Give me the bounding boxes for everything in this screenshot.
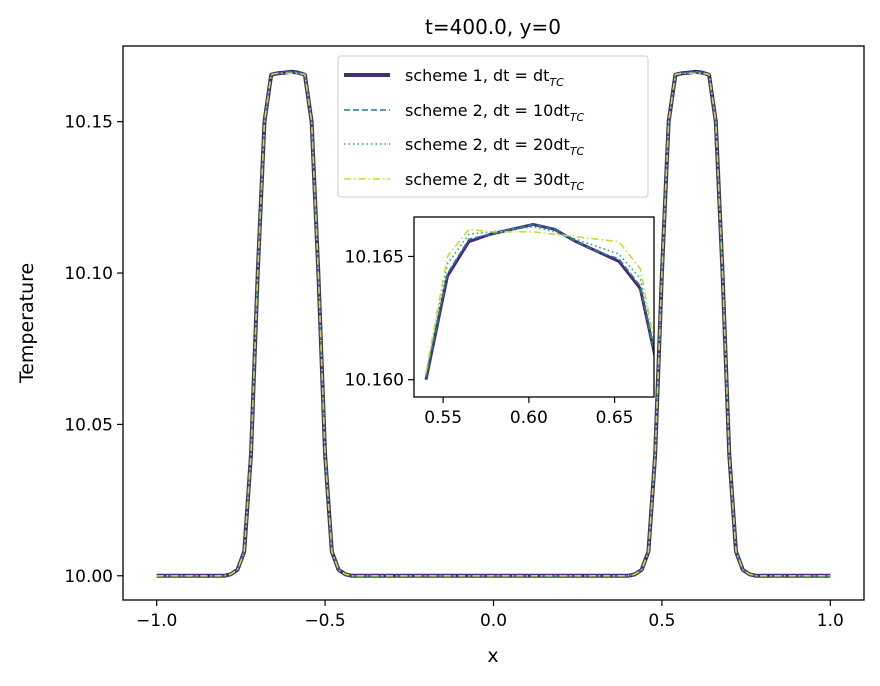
inset-ticks: 0.55 0.60 0.65 10.160 10.165 [345,247,634,428]
inset-x-tick-label: 0.55 [424,408,462,428]
main-axes-frame [122,45,865,601]
legend-label-scheme1: scheme 1, dt = dtTC [405,66,564,89]
legend-label-scheme2-30: scheme 2, dt = 30dtTC [405,170,585,193]
main-plot-area [156,69,831,578]
main-ticks: −1.0 −0.5 0.0 0.5 1.0 10.00 10.05 10.10 10.15 [64,113,844,631]
inset-x-tick-label: 0.65 [596,408,634,428]
y-tick-label: 10.10 [64,264,113,284]
legend-box [337,55,649,198]
inset-series-line-2 [425,223,654,378]
inset-y-tick-label: 10.160 [345,371,404,391]
y-axis-label: Temperature [16,263,38,384]
inset-axes: 0.55 0.60 0.65 10.160 10.165 [345,216,655,428]
y-tick-label: 10.00 [64,567,113,587]
inset-series-line-4 [425,228,654,373]
y-tick-label: 10.05 [64,415,113,435]
inset-plot-area [424,222,654,381]
series-line-4 [156,72,831,577]
x-tick-label: −1.0 [136,611,177,631]
legend-label-scheme2-10: scheme 2, dt = 10dtTC [405,101,585,124]
inset-y-tick-label: 10.165 [345,247,404,267]
x-tick-label: −0.5 [304,611,345,631]
legend-label-scheme2-20: scheme 2, dt = 20dtTC [405,135,585,158]
x-tick-label: 0.5 [648,611,675,631]
x-tick-label: 0.0 [480,611,507,631]
x-axis-label: x [487,645,498,667]
series-line-3 [156,70,831,577]
chart-title: t=400.0, y=0 [425,15,561,39]
inset-x-tick-label: 0.60 [510,408,548,428]
inset-background [414,217,654,397]
legend: scheme 1, dt = dtTC scheme 2, dt = 10dtT… [337,55,649,198]
x-tick-label: 1.0 [817,611,844,631]
inset-series-line-3 [425,226,654,375]
y-tick-label: 10.15 [64,113,113,133]
inset-frame [413,216,655,398]
inset-series-line-1 [424,222,654,381]
